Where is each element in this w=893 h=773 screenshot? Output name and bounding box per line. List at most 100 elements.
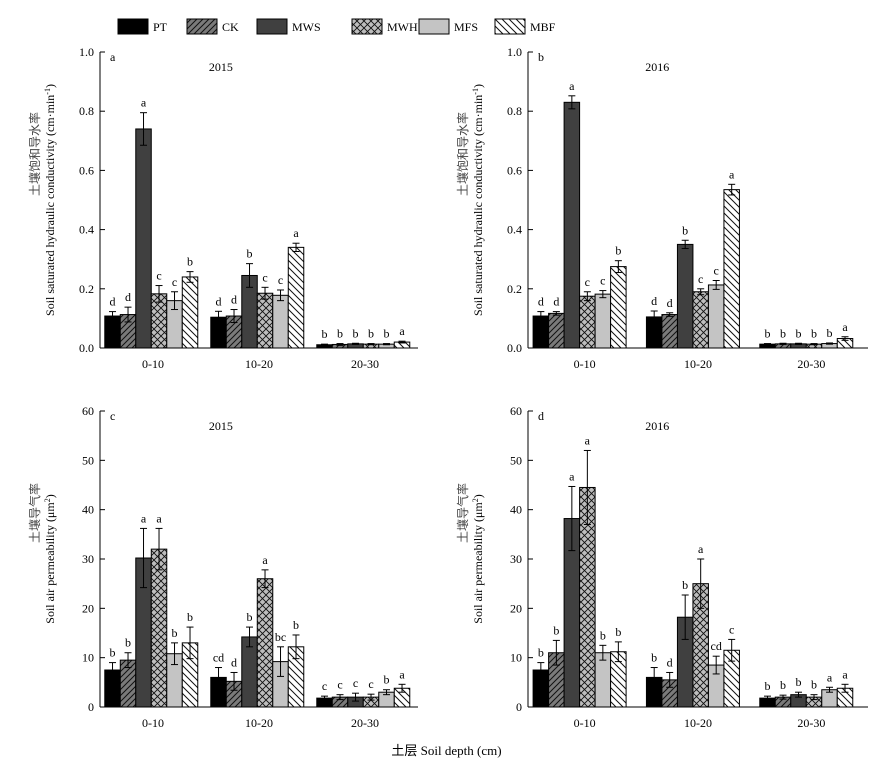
x-tick-label: 20-30 xyxy=(797,716,825,730)
significance-letter: b xyxy=(337,327,343,341)
x-tick-label: 10-20 xyxy=(245,357,273,371)
y-axis-label-en: Soil saturated hydraulic conductivity (c… xyxy=(471,84,486,316)
bar-mfs-0-10 xyxy=(594,652,612,708)
y-tick-label: 30 xyxy=(510,552,522,566)
y-tick-label: 0.0 xyxy=(507,341,522,355)
significance-letter: b xyxy=(368,327,374,341)
bar-mfs-10-20 xyxy=(707,284,725,349)
significance-letter: a xyxy=(585,433,591,447)
significance-letter: a xyxy=(569,469,575,483)
significance-letter: c xyxy=(156,269,161,283)
significance-letter: c xyxy=(353,676,358,690)
significance-letter: d xyxy=(667,296,673,310)
y-tick-label: 0.4 xyxy=(79,223,94,237)
bar-mwh-10-20 xyxy=(692,291,709,349)
significance-letter: b xyxy=(765,679,771,693)
x-tick-label: 0-10 xyxy=(142,716,164,730)
y-tick-label: 60 xyxy=(82,404,94,418)
y-tick-label: 60 xyxy=(510,404,522,418)
significance-letter: a xyxy=(842,320,848,334)
panels: 0.0 0.2 0.4 0.6 0.8 1.0 a 2015 Soil saturated hy… xyxy=(27,45,868,730)
panel-year: 2015 xyxy=(209,419,233,433)
bar-mws-10-20 xyxy=(241,636,258,708)
significance-letter: a xyxy=(141,96,147,110)
significance-letter: bc xyxy=(275,630,286,644)
significance-letter: b xyxy=(811,327,817,341)
y-axis-label-en: Soil air permeability (μm2) xyxy=(43,494,58,623)
legend-label: MFS xyxy=(454,20,478,34)
significance-letter: c xyxy=(172,275,177,289)
significance-letter: d xyxy=(651,294,657,308)
significance-letter: b xyxy=(780,678,786,692)
significance-letter: cd xyxy=(213,651,224,665)
panel-letter: c xyxy=(110,409,115,423)
significance-letter: b xyxy=(615,244,621,258)
y-tick-label: 0.2 xyxy=(507,282,522,296)
legend-swatch xyxy=(117,18,149,35)
panel-letter: a xyxy=(110,50,116,64)
bar-mbf-0-10 xyxy=(610,266,627,349)
significance-letter: cd xyxy=(711,639,722,653)
x-tick-label: 10-20 xyxy=(245,716,273,730)
panel-letter: d xyxy=(538,409,544,423)
chart-panel-b: 0.0 0.2 0.4 0.6 0.8 1.0 b 2016 Soil saturated hy… xyxy=(455,45,868,371)
significance-letter: b xyxy=(780,326,786,340)
y-tick-label: 10 xyxy=(82,651,94,665)
legend-swatch xyxy=(186,18,218,35)
significance-letter: b xyxy=(384,327,390,341)
significance-letter: a xyxy=(141,511,147,525)
x-tick-label: 0-10 xyxy=(574,716,596,730)
bar-ck-10-20 xyxy=(661,314,678,349)
significance-letter: b xyxy=(293,618,299,632)
significance-letter: a xyxy=(262,553,268,567)
bar-ck-0-10 xyxy=(548,312,565,349)
significance-letter: d xyxy=(110,295,116,309)
bar-mfs-10-20 xyxy=(272,294,289,349)
y-tick-label: 0 xyxy=(516,700,522,714)
significance-letter: d xyxy=(125,290,131,304)
y-tick-label: 0.6 xyxy=(79,163,94,177)
significance-letter: d xyxy=(667,655,673,669)
y-tick-label: 40 xyxy=(510,503,522,517)
bar-mbf-10-20 xyxy=(287,246,305,349)
y-axis-label-cn: 土壤导气率 xyxy=(27,483,42,543)
y-axis-label-cn: 土壤饱和导水率 xyxy=(27,112,42,196)
significance-letter: b xyxy=(615,625,621,639)
legend-swatch xyxy=(494,18,526,35)
legend-item-ck: CK xyxy=(186,18,239,35)
x-tick-label: 20-30 xyxy=(351,716,379,730)
significance-letter: b xyxy=(811,678,817,692)
significance-letter: b xyxy=(765,327,771,341)
y-tick-label: 50 xyxy=(82,453,94,467)
y-axis-label-en: Soil saturated hydraulic conductivity (c… xyxy=(43,84,58,316)
y-tick-label: 0.2 xyxy=(79,282,94,296)
significance-letter: d xyxy=(216,294,222,308)
y-axis-label-cn: 土壤导气率 xyxy=(455,483,470,543)
significance-letter: a xyxy=(399,667,405,681)
significance-letter: a xyxy=(399,324,405,338)
chart-panel-a: 0.0 0.2 0.4 0.6 0.8 1.0 a 2015 Soil saturated hy… xyxy=(27,45,418,371)
x-tick-label: 10-20 xyxy=(684,357,712,371)
significance-letter: b xyxy=(172,626,178,640)
y-axis-label-cn: 土壤饱和导水率 xyxy=(455,112,470,196)
significance-letter: c xyxy=(729,622,734,636)
legend-item-pt: PT xyxy=(117,18,168,35)
significance-letter: c xyxy=(714,264,719,278)
x-tick-label: 10-20 xyxy=(684,716,712,730)
y-tick-label: 50 xyxy=(510,453,522,467)
x-tick-label: 0-10 xyxy=(142,357,164,371)
significance-letter: b xyxy=(682,578,688,592)
significance-letter: c xyxy=(262,270,267,284)
significance-letter: a xyxy=(729,167,735,181)
significance-letter: b xyxy=(600,628,606,642)
legend-label: PT xyxy=(153,20,168,34)
significance-letter: d xyxy=(553,295,559,309)
significance-letter: b xyxy=(187,610,193,624)
significance-letter: c xyxy=(368,677,373,691)
panel-year: 2016 xyxy=(645,419,669,433)
y-tick-label: 1.0 xyxy=(507,45,522,59)
significance-letter: a xyxy=(293,226,299,240)
y-axis-label-en: Soil air permeability (μm2) xyxy=(471,494,486,623)
y-tick-label: 10 xyxy=(510,651,522,665)
